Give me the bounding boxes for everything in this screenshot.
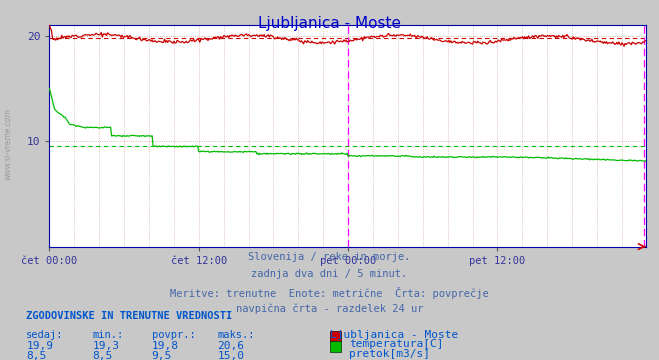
- Text: 19,3: 19,3: [92, 341, 119, 351]
- Text: 8,5: 8,5: [92, 351, 113, 360]
- Text: maks.:: maks.:: [217, 330, 255, 340]
- Text: 19,9: 19,9: [26, 341, 53, 351]
- Text: Slovenija / reke in morje.: Slovenija / reke in morje.: [248, 252, 411, 262]
- Text: 19,8: 19,8: [152, 341, 179, 351]
- Text: Ljubljanica - Moste: Ljubljanica - Moste: [330, 330, 458, 340]
- Text: 15,0: 15,0: [217, 351, 244, 360]
- Text: ZGODOVINSKE IN TRENUTNE VREDNOSTI: ZGODOVINSKE IN TRENUTNE VREDNOSTI: [26, 311, 233, 321]
- Text: temperatura[C]: temperatura[C]: [349, 339, 444, 349]
- Text: pretok[m3/s]: pretok[m3/s]: [349, 349, 430, 359]
- Text: Ljubljanica - Moste: Ljubljanica - Moste: [258, 16, 401, 31]
- Text: Meritve: trenutne  Enote: metrične  Črta: povprečje: Meritve: trenutne Enote: metrične Črta: …: [170, 287, 489, 298]
- Text: min.:: min.:: [92, 330, 123, 340]
- Text: 8,5: 8,5: [26, 351, 47, 360]
- Text: 20,6: 20,6: [217, 341, 244, 351]
- Text: www.si-vreme.com: www.si-vreme.com: [3, 108, 13, 180]
- Text: povpr.:: povpr.:: [152, 330, 195, 340]
- Text: sedaj:: sedaj:: [26, 330, 64, 340]
- Text: navpična črta - razdelek 24 ur: navpična črta - razdelek 24 ur: [236, 304, 423, 314]
- Text: 9,5: 9,5: [152, 351, 172, 360]
- Text: zadnja dva dni / 5 minut.: zadnja dva dni / 5 minut.: [251, 269, 408, 279]
